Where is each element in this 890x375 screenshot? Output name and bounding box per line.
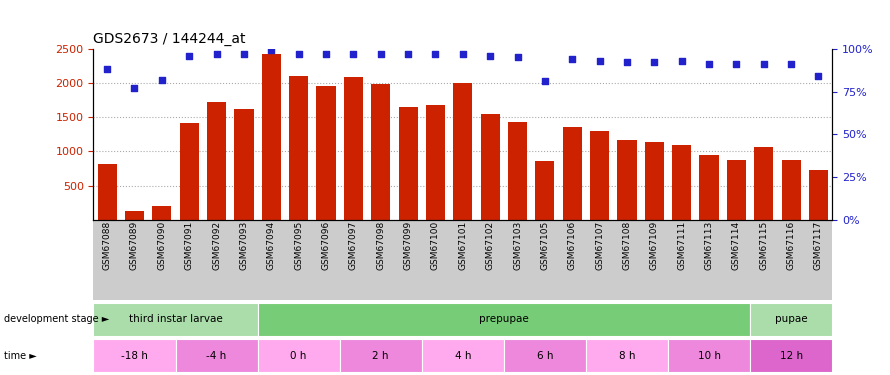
Point xyxy=(100,66,114,72)
Bar xyxy=(668,339,750,372)
Text: 4 h: 4 h xyxy=(455,351,471,361)
Text: 8 h: 8 h xyxy=(619,351,635,361)
Point xyxy=(237,51,251,57)
Bar xyxy=(289,76,308,220)
Text: -18 h: -18 h xyxy=(121,351,148,361)
Point xyxy=(428,51,442,57)
Text: 12 h: 12 h xyxy=(780,351,803,361)
Bar xyxy=(809,170,828,220)
Bar xyxy=(672,144,692,220)
Text: 10 h: 10 h xyxy=(698,351,721,361)
Point xyxy=(155,76,169,82)
Bar xyxy=(422,339,504,372)
Text: prepupae: prepupae xyxy=(479,315,529,324)
Bar xyxy=(344,78,363,220)
Point xyxy=(619,59,634,65)
Text: 2 h: 2 h xyxy=(373,351,389,361)
Bar xyxy=(175,339,257,372)
Point xyxy=(292,51,306,57)
Bar xyxy=(93,303,257,336)
Bar xyxy=(535,161,554,220)
Bar xyxy=(508,122,527,220)
Bar xyxy=(371,84,391,220)
Bar xyxy=(562,127,582,220)
Bar xyxy=(152,206,172,220)
Text: -4 h: -4 h xyxy=(206,351,227,361)
Bar xyxy=(618,140,636,220)
Text: 6 h: 6 h xyxy=(537,351,553,361)
Point xyxy=(127,85,142,91)
Bar xyxy=(125,211,144,220)
Bar xyxy=(340,339,422,372)
Bar xyxy=(750,339,832,372)
Bar xyxy=(207,102,226,220)
Bar xyxy=(590,131,609,220)
Bar xyxy=(257,339,340,372)
Bar xyxy=(98,164,117,220)
Bar xyxy=(317,86,336,220)
Bar xyxy=(234,109,254,220)
Bar xyxy=(727,160,746,220)
Point xyxy=(182,53,197,58)
Point xyxy=(264,48,279,54)
Point xyxy=(784,61,798,67)
Point xyxy=(756,61,771,67)
Point xyxy=(374,51,388,57)
Point xyxy=(456,51,470,57)
Point xyxy=(812,73,826,79)
Bar xyxy=(426,105,445,220)
Bar xyxy=(262,54,281,220)
Bar xyxy=(781,160,801,220)
Text: time ►: time ► xyxy=(4,351,37,361)
Point xyxy=(538,78,552,84)
Bar xyxy=(257,303,750,336)
Bar xyxy=(481,114,500,220)
Point xyxy=(483,53,498,58)
Point xyxy=(319,51,333,57)
Bar xyxy=(453,83,473,220)
Text: development stage ►: development stage ► xyxy=(4,315,109,324)
Bar xyxy=(700,156,718,220)
Text: GDS2673 / 144244_at: GDS2673 / 144244_at xyxy=(93,32,246,46)
Point xyxy=(510,54,524,60)
Point xyxy=(346,51,360,57)
Bar xyxy=(644,142,664,220)
Text: pupae: pupae xyxy=(775,315,807,324)
Bar xyxy=(180,123,198,220)
Point xyxy=(209,51,223,57)
Bar xyxy=(750,303,832,336)
Bar xyxy=(399,107,417,220)
Text: 0 h: 0 h xyxy=(290,351,307,361)
Point xyxy=(675,58,689,64)
Point xyxy=(401,51,416,57)
Bar xyxy=(754,147,773,220)
Text: third instar larvae: third instar larvae xyxy=(129,315,222,324)
Bar xyxy=(586,339,668,372)
Point xyxy=(702,61,716,67)
Point xyxy=(729,61,743,67)
Bar xyxy=(93,339,175,372)
Point xyxy=(565,56,579,62)
Bar xyxy=(504,339,586,372)
Point xyxy=(593,58,607,64)
Point xyxy=(647,59,661,65)
